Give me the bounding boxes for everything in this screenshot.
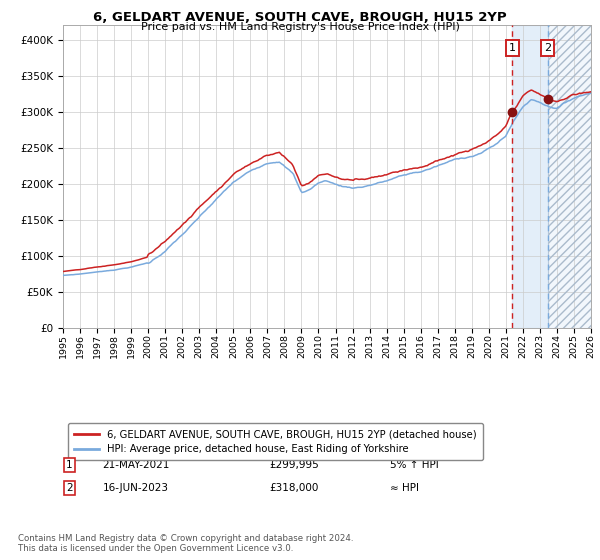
Text: £299,995: £299,995 — [269, 460, 319, 470]
Text: £318,000: £318,000 — [269, 483, 318, 493]
Text: 16-JUN-2023: 16-JUN-2023 — [103, 483, 169, 493]
Text: 1: 1 — [509, 43, 516, 53]
Text: 5% ↑ HPI: 5% ↑ HPI — [391, 460, 439, 470]
Text: 2: 2 — [66, 483, 73, 493]
Text: 21-MAY-2021: 21-MAY-2021 — [103, 460, 170, 470]
Bar — [548, 25, 599, 328]
Text: 6, GELDART AVENUE, SOUTH CAVE, BROUGH, HU15 2YP: 6, GELDART AVENUE, SOUTH CAVE, BROUGH, H… — [93, 11, 507, 24]
Text: 1: 1 — [66, 460, 73, 470]
Bar — [548, 25, 599, 328]
Legend: 6, GELDART AVENUE, SOUTH CAVE, BROUGH, HU15 2YP (detached house), HPI: Average p: 6, GELDART AVENUE, SOUTH CAVE, BROUGH, H… — [68, 423, 482, 460]
Text: ≈ HPI: ≈ HPI — [391, 483, 419, 493]
Text: 2: 2 — [544, 43, 551, 53]
Text: Price paid vs. HM Land Registry's House Price Index (HPI): Price paid vs. HM Land Registry's House … — [140, 22, 460, 32]
Bar — [512, 25, 548, 328]
Text: Contains HM Land Registry data © Crown copyright and database right 2024.
This d: Contains HM Land Registry data © Crown c… — [18, 534, 353, 553]
